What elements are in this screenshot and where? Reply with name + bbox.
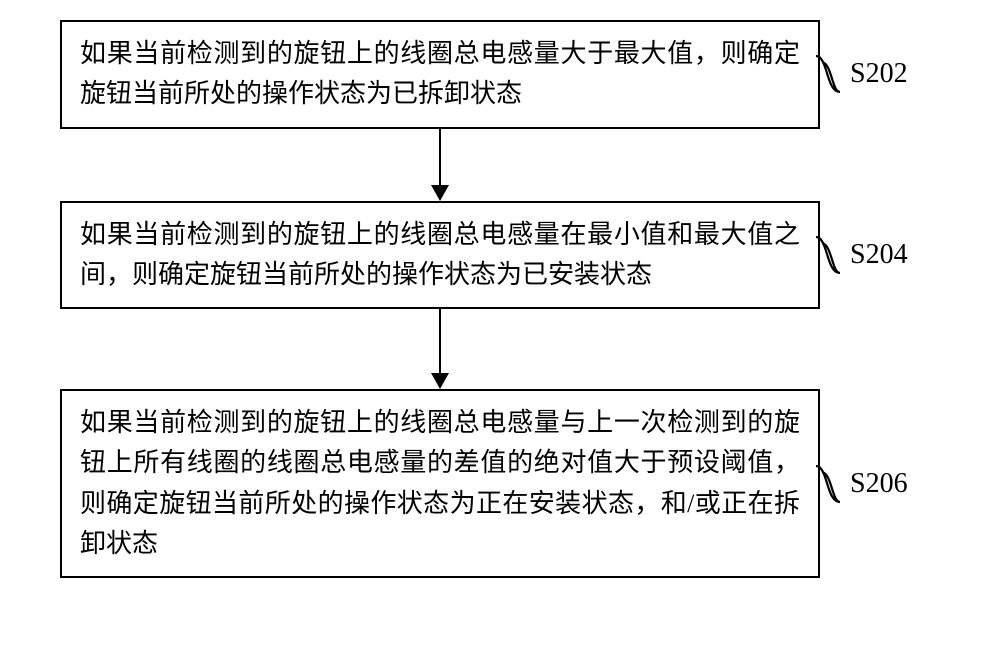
swoosh-connector-icon	[814, 227, 854, 283]
flow-step-label-wrap: S204	[814, 227, 908, 283]
flow-step-text: 如果当前检测到的旋钮上的线圈总电感量在最小值和最大值之间，则确定旋钮当前所处的操…	[80, 220, 800, 289]
flow-step-text: 如果当前检测到的旋钮上的线圈总电感量与上一次检测到的旋钮上所有线圈的线圈总电感量…	[80, 408, 800, 558]
flow-step-label-wrap: S202	[814, 46, 908, 102]
flowchart-container: 如果当前检测到的旋钮上的线圈总电感量大于最大值，则确定旋钮当前所处的操作状态为已…	[60, 20, 940, 578]
flow-step-label: S204	[850, 239, 908, 271]
flow-step-row: 如果当前检测到的旋钮上的线圈总电感量大于最大值，则确定旋钮当前所处的操作状态为已…	[60, 20, 940, 129]
flow-step-row: 如果当前检测到的旋钮上的线圈总电感量与上一次检测到的旋钮上所有线圈的线圈总电感量…	[60, 389, 940, 578]
arrow-head	[431, 185, 449, 201]
arrow-shaft	[439, 129, 441, 185]
flow-step-label: S206	[850, 468, 908, 500]
arrow-shaft	[439, 309, 441, 373]
arrow-down-icon	[439, 129, 441, 201]
arrow-head	[431, 373, 449, 389]
flow-step-box: 如果当前检测到的旋钮上的线圈总电感量与上一次检测到的旋钮上所有线圈的线圈总电感量…	[60, 389, 820, 578]
swoosh-connector-icon	[814, 46, 854, 102]
flow-step-text: 如果当前检测到的旋钮上的线圈总电感量大于最大值，则确定旋钮当前所处的操作状态为已…	[80, 39, 800, 108]
flow-step-box: 如果当前检测到的旋钮上的线圈总电感量大于最大值，则确定旋钮当前所处的操作状态为已…	[60, 20, 820, 129]
swoosh-connector-icon	[814, 456, 854, 512]
flow-step-box: 如果当前检测到的旋钮上的线圈总电感量在最小值和最大值之间，则确定旋钮当前所处的操…	[60, 201, 820, 310]
flow-step-row: 如果当前检测到的旋钮上的线圈总电感量在最小值和最大值之间，则确定旋钮当前所处的操…	[60, 201, 940, 310]
flow-step-label: S202	[850, 58, 908, 90]
flow-step-label-wrap: S206	[814, 456, 908, 512]
arrow-down-icon	[439, 309, 441, 389]
